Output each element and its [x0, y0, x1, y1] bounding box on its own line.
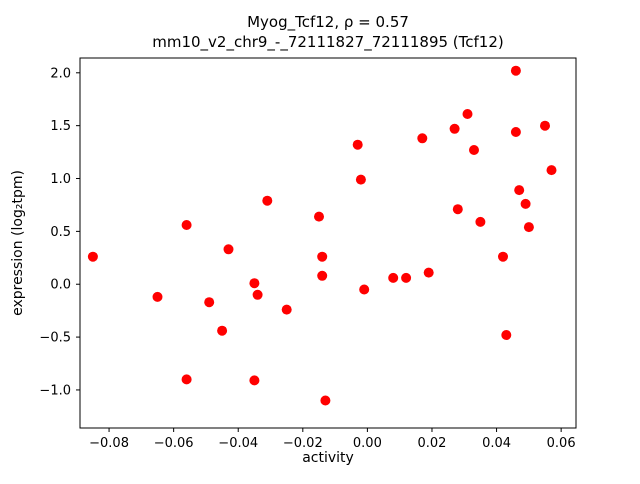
data-point [355, 174, 366, 185]
data-point [317, 270, 328, 281]
data-point [546, 165, 557, 176]
data-point [352, 139, 363, 150]
data-point [388, 272, 399, 283]
data-point [401, 272, 412, 283]
data-point [520, 198, 531, 209]
chart-title: Myog_Tcf12, ρ = 0.57 [247, 13, 409, 32]
x-tick-label: 0.02 [418, 436, 447, 451]
x-tick-label: −0.08 [89, 436, 129, 451]
data-point [510, 65, 521, 76]
data-point [417, 133, 428, 144]
y-axis-label: expression (log₂tpm) [10, 170, 26, 316]
x-tick-label: 0.06 [547, 436, 576, 451]
data-point [510, 127, 521, 137]
data-point [514, 185, 525, 196]
data-point [469, 145, 479, 155]
data-point [449, 123, 460, 134]
y-tick-label: 0.5 [50, 225, 71, 240]
x-tick-label: −0.06 [154, 436, 194, 451]
data-point [359, 284, 370, 295]
x-tick-label: −0.02 [283, 436, 323, 451]
data-point [252, 289, 263, 300]
data-point [452, 204, 463, 215]
data-point [204, 297, 215, 308]
axes: −0.08 −0.06 −0.04 −0.02 0.00 0.02 0.04 0.06 −1.0… [39, 57, 577, 451]
data-point [475, 216, 486, 227]
data-point [314, 211, 324, 222]
chart-subtitle: mm10_v2_chr9_-_72111827_72111895 (Tcf12) [152, 33, 504, 52]
data-point [249, 278, 260, 289]
plot-spines [79, 57, 577, 429]
data-point [87, 251, 98, 262]
data-point [540, 120, 550, 131]
x-axis-label: activity [302, 450, 354, 466]
data-point [423, 267, 434, 278]
y-tick-label: −0.5 [39, 331, 71, 346]
data-point [181, 220, 192, 230]
data-point [281, 304, 292, 315]
y-tick-label: 0.0 [50, 278, 71, 293]
x-tick-label: 0.00 [353, 436, 382, 451]
data-point [217, 325, 228, 336]
x-tick-label: −0.04 [218, 436, 258, 451]
data-point [223, 244, 234, 255]
data-point [317, 251, 328, 262]
data-point [152, 291, 163, 302]
y-tick-label: 1.5 [50, 119, 71, 134]
data-point [501, 330, 512, 340]
x-tick-label: 0.04 [482, 436, 511, 451]
data-point [462, 109, 473, 119]
y-tick-label: 2.0 [50, 66, 71, 81]
data-point [523, 222, 534, 233]
y-tick-label: 1.0 [50, 172, 71, 187]
y-tick-label: −1.0 [39, 383, 71, 398]
data-point [262, 195, 273, 206]
data-point [181, 374, 192, 385]
data-point [249, 375, 260, 386]
data-points [87, 65, 557, 406]
data-point [498, 251, 508, 262]
data-point [320, 395, 331, 406]
